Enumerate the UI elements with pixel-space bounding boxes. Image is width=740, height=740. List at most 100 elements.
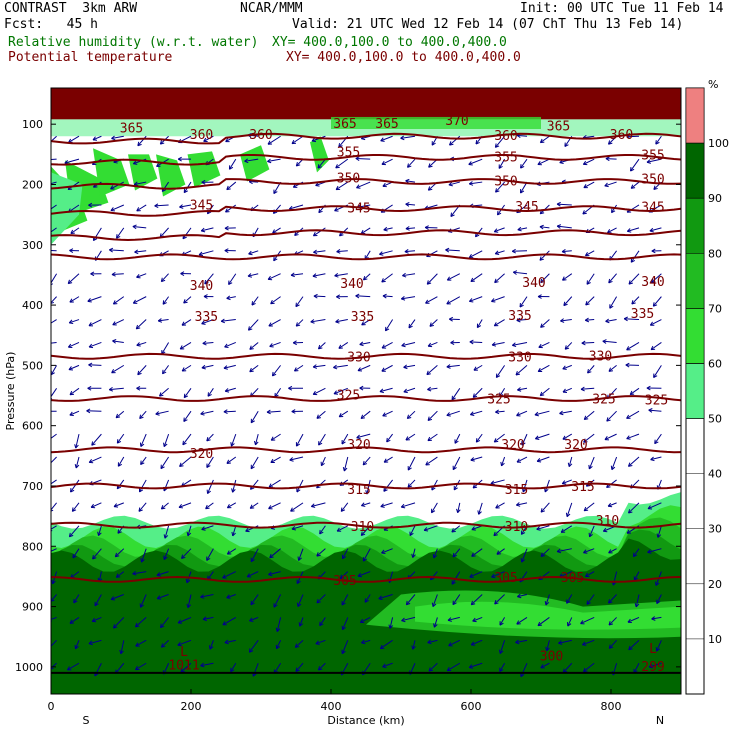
wind-arrow [364, 250, 371, 260]
wind-arrow [182, 433, 192, 446]
wind-arrow-head [604, 436, 609, 441]
wind-arrow [110, 204, 124, 212]
wind-arrow [161, 502, 169, 510]
wind-arrow [469, 250, 483, 258]
wind-arrow [70, 479, 80, 493]
wind-arrow [431, 502, 438, 514]
wind-arrow [140, 433, 147, 447]
wind-arrow [608, 273, 617, 284]
wind-arrow-head [266, 409, 271, 415]
colorbar-label: 50 [708, 413, 722, 426]
wind-arrow [581, 341, 595, 344]
wind-arrow-head [627, 462, 633, 467]
wind-arrow-head [608, 644, 614, 649]
wind-arrow-head [406, 414, 412, 420]
wind-arrow [132, 225, 147, 229]
wind-arrow-head [139, 442, 145, 447]
wind-arrow-head [225, 208, 230, 213]
wind-arrow-head [225, 138, 230, 143]
wind-arrow [340, 571, 349, 579]
y-tick-label: 900 [22, 601, 43, 614]
wind-arrow-head [540, 664, 545, 669]
wind-arrow-head [270, 436, 276, 441]
wind-arrow-head [249, 617, 254, 622]
wind-arrow-head [201, 179, 206, 185]
wind-arrow-head [629, 167, 635, 172]
wind-arrow-head [583, 415, 589, 420]
wind-arrow-head [198, 251, 204, 257]
wind-arrow [539, 387, 550, 397]
wind-arrow [608, 617, 617, 626]
wind-arrow [583, 548, 595, 554]
colorbar-label: 70 [708, 302, 722, 315]
wind-arrow [447, 616, 460, 621]
wind-arrow [609, 296, 618, 309]
wind-arrow-head [45, 210, 49, 214]
wind-arrow [334, 273, 348, 277]
wind-arrow-head [469, 339, 474, 345]
wind-arrow-head [382, 663, 387, 668]
wind-arrow-head [335, 318, 340, 324]
wind-arrow-head [222, 621, 227, 626]
wind-arrow [470, 639, 483, 646]
wind-arrow [648, 662, 662, 668]
wind-arrow [520, 158, 528, 169]
wind-arrow-head [136, 342, 141, 347]
wind-arrow [72, 548, 80, 559]
wind-arrow-head [359, 341, 364, 347]
wind-arrow [111, 135, 124, 140]
wind-arrow [154, 204, 169, 207]
wind-arrow-head [335, 185, 341, 191]
wind-arrow [557, 203, 572, 206]
wind-arrow [294, 639, 304, 648]
wind-arrow-head [515, 639, 520, 645]
wind-arrow [520, 663, 528, 677]
wind-arrow-head [445, 247, 450, 253]
wind-arrow [491, 571, 505, 578]
wind-arrow [268, 479, 281, 488]
wind-arrow [181, 479, 192, 487]
wind-arrow-head [273, 603, 278, 608]
low-pressure-marker: L [180, 645, 188, 660]
wind-arrow [318, 662, 326, 671]
wind-arrow [627, 227, 640, 232]
wind-arrow [250, 387, 259, 397]
theta-label: 360 [249, 128, 272, 143]
theta-isentrope-305 [51, 575, 681, 583]
wind-arrow [51, 388, 58, 398]
theta-isentrope-345 [51, 205, 681, 217]
wind-arrow-head [222, 574, 227, 579]
wind-arrow-head [112, 300, 118, 305]
wind-arrow [383, 456, 393, 463]
colorbar-label: 100 [708, 137, 729, 150]
wind-arrow-head [648, 408, 653, 413]
wind-arrow-head [253, 440, 259, 446]
wind-arrow-head [582, 160, 588, 166]
theta-label: 315 [505, 483, 528, 498]
wind-arrow [494, 273, 505, 283]
wind-arrow-head [159, 140, 165, 145]
wind-arrow [650, 456, 662, 461]
wind-arrow [356, 433, 371, 439]
wind-arrow-head [117, 462, 123, 467]
wind-arrow [207, 571, 214, 580]
wind-arrow [521, 548, 528, 563]
wind-arrow [513, 271, 528, 275]
wind-arrow [206, 433, 214, 442]
wind-arrow [205, 502, 214, 510]
wind-arrow [401, 341, 416, 347]
wind-arrow-head [132, 224, 137, 230]
wind-arrow [163, 548, 170, 560]
wind-arrow [289, 204, 304, 210]
wind-arrow-head [471, 526, 476, 531]
wind-arrow-head [206, 489, 211, 495]
wind-arrow-head [634, 602, 640, 608]
wind-arrow [343, 456, 349, 472]
wind-arrow [333, 387, 348, 395]
wind-arrow [472, 387, 483, 398]
wind-arrow [359, 341, 371, 345]
wind-arrow [544, 479, 550, 493]
wind-arrow [290, 502, 304, 512]
wind-arrow [98, 525, 102, 536]
wind-arrow [515, 364, 528, 376]
